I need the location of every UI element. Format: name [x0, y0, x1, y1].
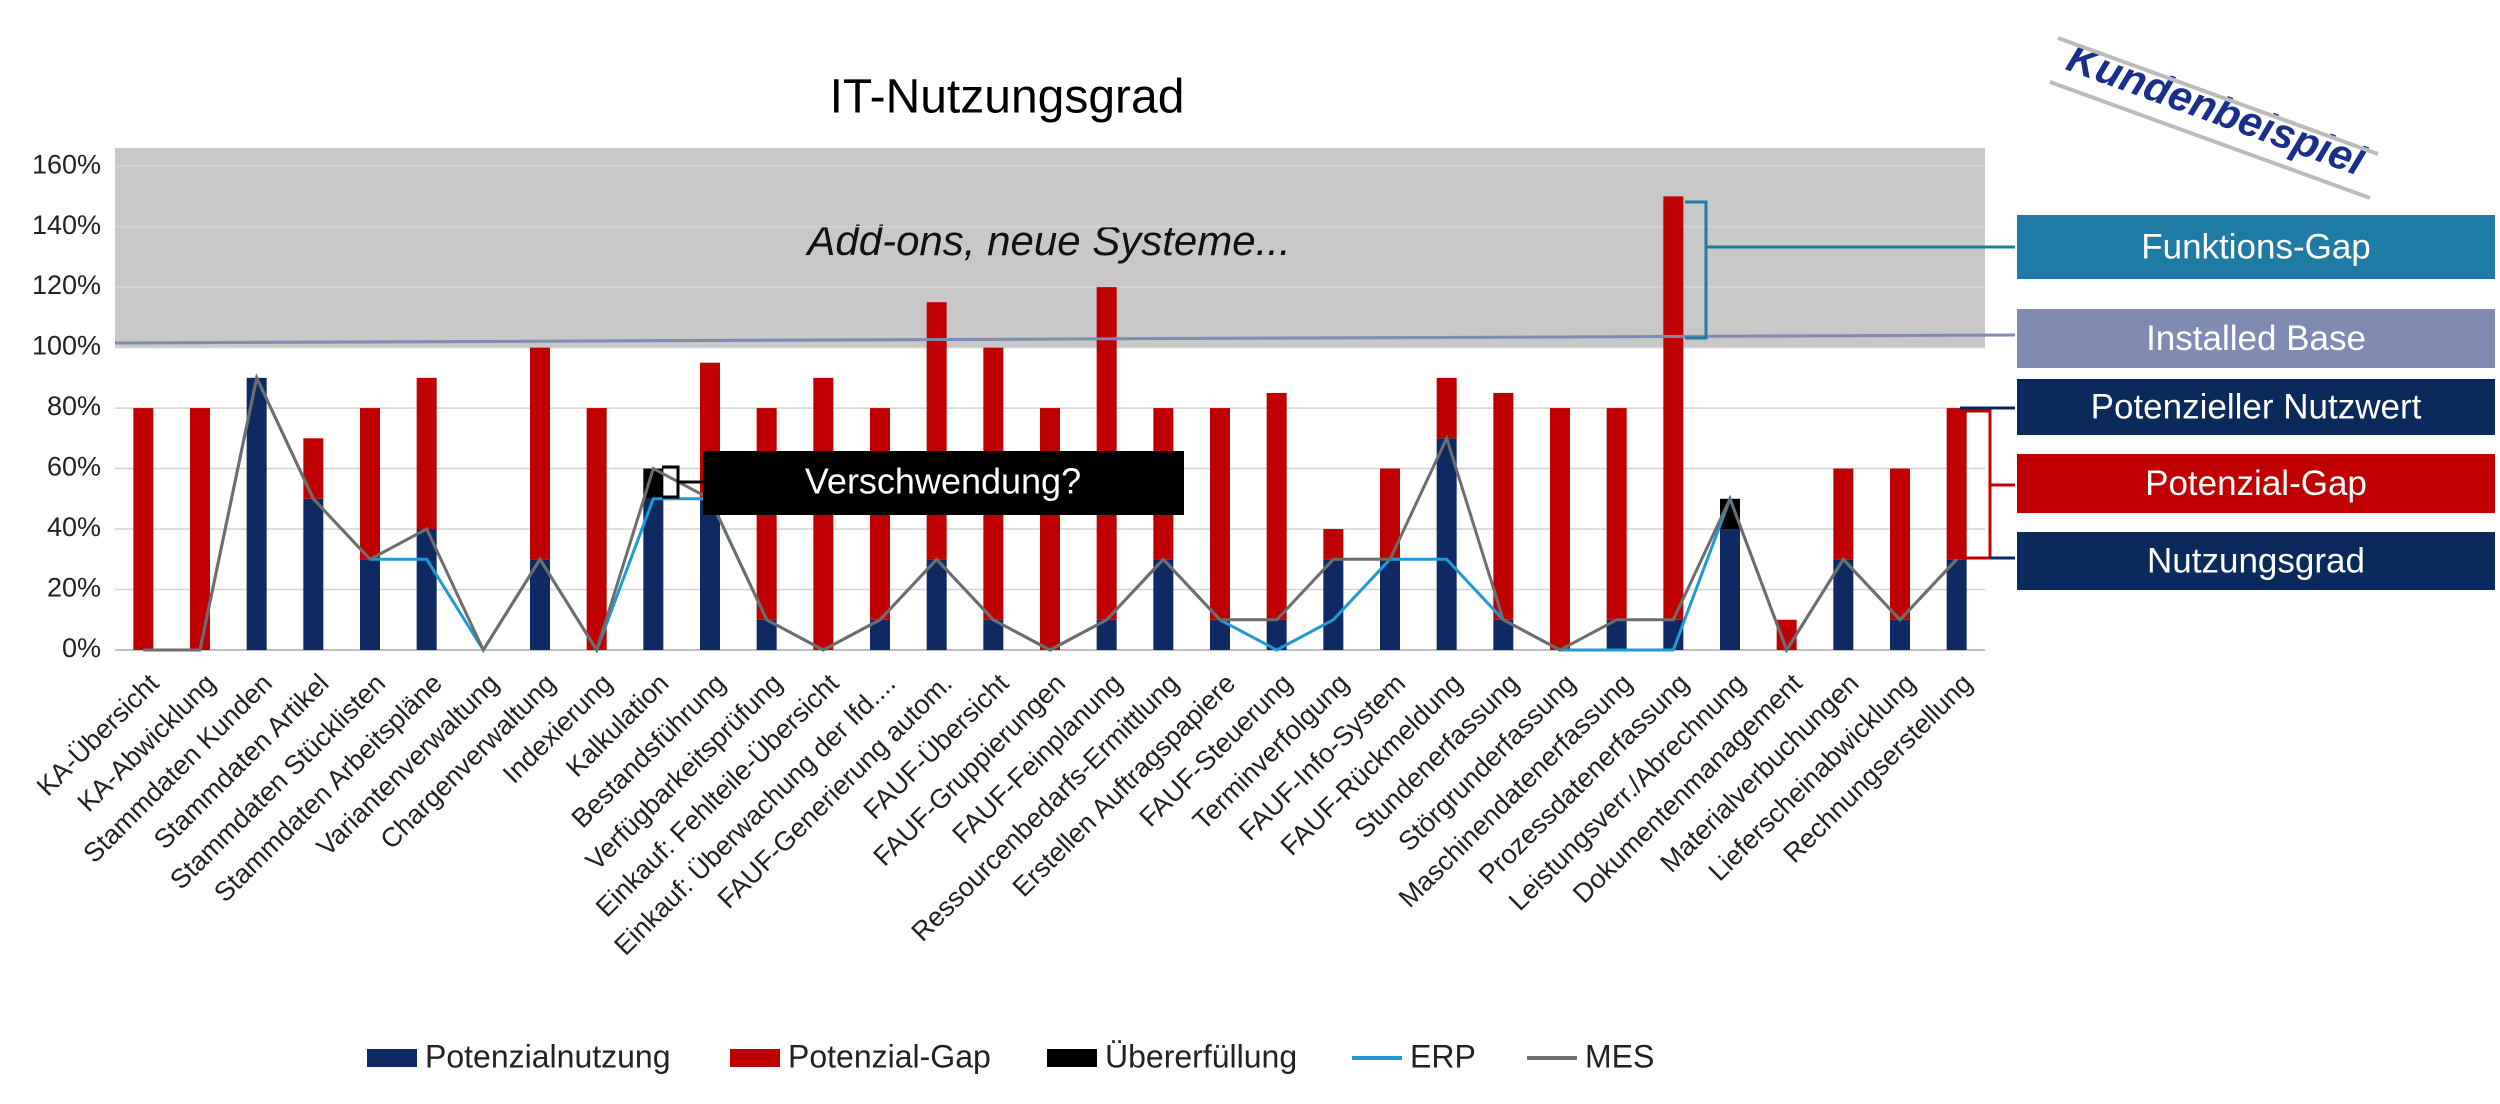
- bar-segment: [1380, 559, 1400, 650]
- bar-segment: [1946, 408, 1967, 560]
- bar-segment: [870, 619, 890, 650]
- y-tick-label: 0%: [62, 633, 101, 663]
- bar-segment: [1833, 468, 1854, 560]
- y-tick-label: 100%: [32, 331, 101, 361]
- bar-segment: [1096, 619, 1117, 650]
- bar-segment: [1606, 408, 1627, 620]
- bar-segment: [1606, 619, 1627, 650]
- legend-label: MES: [1585, 1038, 1654, 1074]
- legend: Potenzialnutzung Potenzial-Gap Übererfüllu…: [367, 1038, 1654, 1074]
- y-tick-label: 140%: [32, 210, 101, 240]
- chart-title: IT-Nutzungsgrad: [830, 71, 1185, 124]
- legend-swatch: [1047, 1049, 1097, 1067]
- funktions-gap-bracket: [1685, 200, 2015, 340]
- callout-label: Installed Base: [2146, 319, 2366, 358]
- bar-segment: [1493, 392, 1514, 620]
- bar-segment: [1890, 468, 1910, 620]
- badge-line: [2049, 80, 2371, 200]
- callout-box: [2017, 532, 2495, 590]
- bar-segment: [1436, 377, 1457, 439]
- callout-label: Potenzial-Gap: [2145, 464, 2367, 503]
- bar-segment: [360, 408, 380, 560]
- bar-segment: [1720, 529, 1740, 650]
- bar-segment: [1550, 408, 1570, 650]
- callout-box: [2017, 215, 2495, 279]
- bar-segment: [1493, 619, 1514, 650]
- badge-line: [2057, 36, 2379, 156]
- legend-label: ERP: [1410, 1038, 1476, 1074]
- bar-segment: [643, 498, 664, 650]
- annotation: Verschwendung?: [805, 461, 1081, 502]
- bar-segment: [1946, 559, 1967, 650]
- bar-segment: [586, 408, 607, 650]
- bar-segment: [530, 347, 550, 560]
- bar-segment: [756, 619, 777, 650]
- legend-label: Potenzialnutzung: [425, 1038, 671, 1074]
- bar-segment: [1040, 408, 1060, 650]
- callout-label: Funktions-Gap: [2141, 227, 2371, 266]
- bar-segment: [1153, 559, 1174, 650]
- bar-segment: [1890, 619, 1910, 650]
- bar-segment: [1380, 468, 1400, 560]
- y-tick-label: 160%: [32, 149, 101, 179]
- callout-box: [2017, 454, 2495, 513]
- bar-segment: [1210, 408, 1230, 620]
- waste-box: [703, 451, 1184, 515]
- bar-segment: [1323, 559, 1344, 650]
- bar-segment: [133, 408, 154, 650]
- installed-base-line: [114, 333, 2016, 345]
- bar-segment: [303, 438, 324, 499]
- bar-segment: [1663, 619, 1684, 650]
- bar-segment: [530, 559, 550, 650]
- y-tick-label: 80%: [47, 391, 101, 421]
- y-tick-label: 20%: [47, 573, 101, 603]
- callout-box: [2017, 379, 2495, 435]
- bar-segment: [926, 559, 947, 650]
- y-tick-label: 40%: [47, 512, 101, 542]
- callout-label: Potenzieller Nutzwert: [2091, 387, 2422, 426]
- bar-segment: [246, 377, 267, 650]
- bar-segment: [983, 619, 1004, 650]
- callouts: Funktions-Gap Installed Base Potenzieller …: [2017, 215, 2495, 590]
- bar-segment: [1833, 559, 1854, 650]
- bar-segment: [303, 498, 324, 650]
- callout-box: [2017, 309, 2495, 368]
- line-series: [143, 373, 1958, 654]
- bar-segment: [1210, 619, 1230, 650]
- bar-segment: [1663, 196, 1684, 620]
- y-tick-label: 120%: [32, 270, 101, 300]
- y-tick-label: 60%: [47, 452, 101, 482]
- bar-segment: [1323, 529, 1344, 560]
- legend-swatch: [367, 1049, 417, 1067]
- bar-segment: [1266, 619, 1287, 650]
- legend-swatch: [730, 1049, 780, 1067]
- bar-segment: [190, 408, 210, 650]
- annotation: Add-ons, neue Systeme...: [804, 217, 1290, 264]
- callout-label: Nutzungsgrad: [2147, 541, 2365, 580]
- bar-segment: [700, 498, 720, 650]
- bar-segment: [360, 559, 380, 650]
- bar-segment: [643, 468, 664, 499]
- potenzial-gap-bracket: [1965, 409, 2015, 560]
- bar-segment: [1266, 392, 1287, 620]
- bar-segment: [416, 377, 437, 530]
- legend-label: Potenzial-Gap: [788, 1038, 991, 1074]
- waste-bracket: [662, 465, 703, 499]
- overlay: Verschwendung?: [114, 200, 2016, 560]
- bar-segment: [1436, 438, 1457, 650]
- legend-label: Übererfüllung: [1105, 1038, 1297, 1074]
